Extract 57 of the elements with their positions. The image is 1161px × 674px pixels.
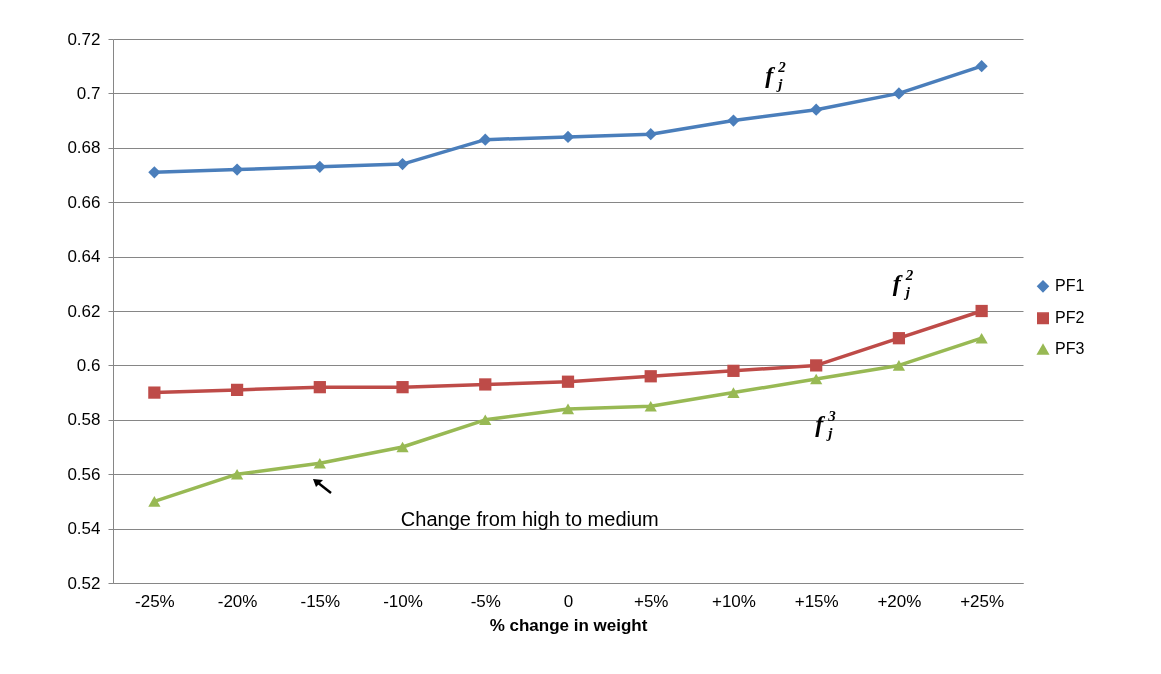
point — [148, 386, 161, 399]
point — [148, 496, 161, 507]
point — [230, 468, 244, 480]
y-tick-label: 0.64 — [67, 247, 101, 267]
point — [148, 166, 161, 179]
point — [561, 375, 575, 388]
x-tick-label: +10% — [711, 591, 756, 611]
point — [975, 304, 988, 318]
x-tick-label: +15% — [794, 591, 839, 611]
y-tick-label: 0.66 — [67, 192, 101, 212]
point — [313, 458, 326, 469]
y-tick-label: 0.68 — [67, 138, 101, 158]
x-tick-label: 0 — [563, 591, 574, 611]
point — [561, 403, 575, 415]
point — [892, 87, 906, 100]
point — [727, 387, 740, 398]
y-tick-label: 0.54 — [67, 519, 101, 539]
x-tick-label: -15% — [300, 591, 341, 611]
x-tick-label: -25% — [135, 591, 175, 611]
point — [561, 130, 575, 144]
legend-label: PF3 — [1055, 340, 1085, 358]
point — [313, 381, 326, 394]
y-tick-label: 0.52 — [67, 573, 101, 593]
y-tick-label: 0.62 — [67, 301, 101, 321]
y-tick-label: 0.58 — [67, 410, 101, 430]
point — [479, 414, 492, 426]
y-tick-label: 0.56 — [67, 464, 101, 484]
point — [644, 370, 657, 383]
legend-label: PF1 — [1055, 277, 1085, 295]
y-tick-label: 0.7 — [76, 83, 101, 103]
point — [230, 163, 244, 176]
point — [975, 332, 988, 344]
point — [396, 441, 409, 453]
x-tick-label: +25% — [960, 591, 1005, 611]
point — [810, 373, 823, 385]
point — [892, 332, 906, 345]
x-tick-label: +5% — [633, 591, 669, 611]
point — [644, 400, 657, 412]
annotation: Change from high to medium — [400, 507, 659, 530]
point — [810, 359, 823, 372]
legend-label: PF2 — [1055, 309, 1085, 327]
x-tick-label: -10% — [383, 591, 423, 611]
point — [396, 381, 409, 394]
x-tick-label: +20% — [877, 591, 922, 611]
x-axis-title: % change in weight — [489, 615, 648, 635]
point — [892, 360, 906, 371]
point — [810, 103, 823, 116]
point — [396, 158, 409, 171]
y-tick-label: 0.72 — [67, 29, 101, 49]
x-tick-label: -5% — [470, 591, 501, 611]
point — [230, 383, 244, 396]
point — [479, 378, 492, 391]
point — [975, 60, 988, 73]
x-tick-label: -20% — [217, 591, 258, 611]
point — [727, 114, 740, 127]
y-tick-label: 0.6 — [76, 355, 101, 375]
point — [727, 364, 740, 377]
